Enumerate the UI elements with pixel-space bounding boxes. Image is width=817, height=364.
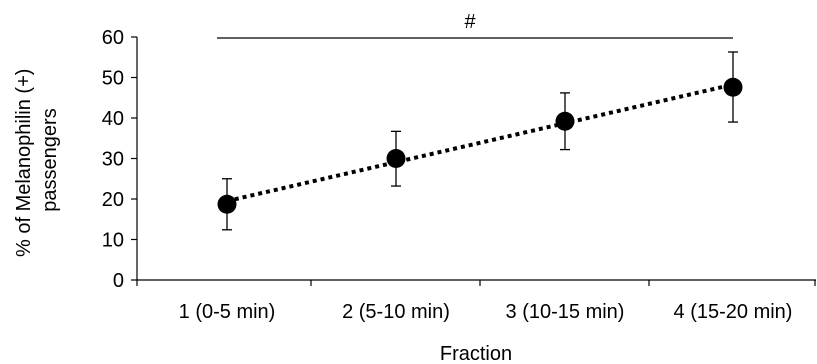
y-tick-label: 60	[102, 27, 124, 49]
data-point	[724, 78, 743, 97]
y-tick-label: 30	[102, 149, 124, 171]
y-tick-label: 10	[102, 230, 124, 252]
y-tick-label: 40	[102, 108, 124, 130]
y-axis-title: % of Melanophilin (+) passengers	[13, 63, 61, 257]
data-point	[556, 112, 575, 131]
trendline-path	[227, 85, 733, 202]
y-tick-label: 0	[113, 270, 124, 292]
y-axis-title-line-1: % of Melanophilin (+)	[13, 69, 35, 257]
significance-annotation: #	[217, 11, 733, 38]
y-tick-label: 50	[102, 68, 124, 90]
trendline	[227, 85, 733, 202]
x-axis-title: Fraction	[440, 343, 512, 364]
x-axis: 1 (0-5 min) 2 (5-10 min) 3 (10-15 min) 4 (1…	[137, 280, 816, 323]
y-axis: 0 10 20 30 40 50 60	[102, 27, 137, 292]
error-bars	[222, 52, 738, 230]
data-point	[387, 149, 406, 168]
x-tick-label: 3 (10-15 min)	[506, 301, 625, 323]
y-axis-title-line-2: passengers	[39, 108, 61, 211]
data-point	[218, 195, 237, 214]
annotation-label: #	[464, 11, 476, 33]
x-tick-label: 2 (5-10 min)	[342, 301, 450, 323]
data-points	[218, 78, 743, 214]
y-tick-label: 20	[102, 189, 124, 211]
x-tick-label: 4 (15-20 min)	[674, 301, 793, 323]
x-tick-label: 1 (0-5 min)	[179, 301, 276, 323]
